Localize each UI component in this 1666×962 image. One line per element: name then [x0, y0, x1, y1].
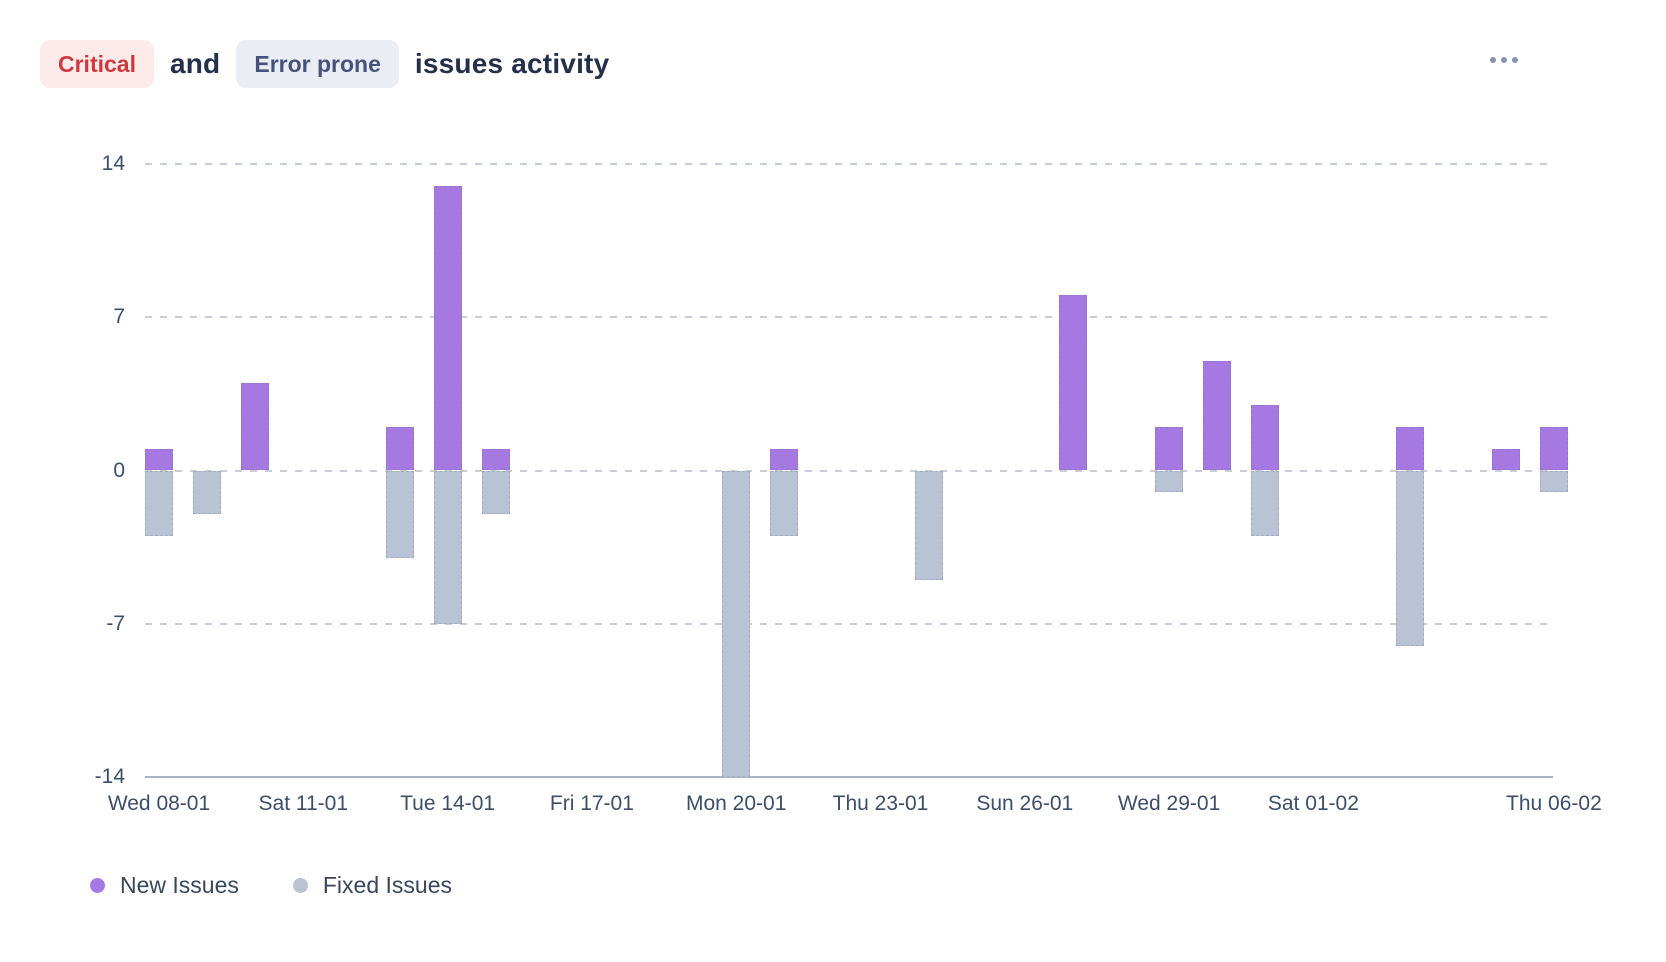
legend-label-new-issues: New Issues [120, 872, 239, 898]
bar-new-issues[interactable] [1058, 295, 1087, 471]
title-connector: and [169, 48, 221, 79]
bar-fixed-issues[interactable] [433, 470, 462, 624]
chart-legend: New Issues Fixed Issues [90, 872, 452, 899]
y-axis-tick-7: 7 [113, 305, 125, 329]
x-axis-tick-mon-20-01: Mon 20-01 [685, 792, 787, 815]
bar-new-issues[interactable] [1251, 404, 1280, 471]
title-suffix: issues activity [414, 48, 610, 79]
bar-fixed-issues[interactable] [385, 470, 414, 559]
bar-new-issues[interactable] [433, 185, 462, 471]
bar-new-issues[interactable] [385, 426, 414, 471]
bar-fixed-issues[interactable] [1539, 470, 1568, 493]
x-axis-tick-wed-08-01: Wed 08-01 [107, 792, 211, 815]
x-axis-tick-tue-14-01: Tue 14-01 [400, 792, 496, 815]
error-prone-category-badge: Error prone [236, 40, 399, 88]
x-axis-tick-sat-11-01: Sat 11-01 [258, 792, 349, 815]
new-issues-dot-icon [90, 878, 105, 893]
x-axis-tick-thu-23-01: Thu 23-01 [832, 792, 929, 815]
bar-fixed-issues[interactable] [722, 470, 751, 777]
bar-fixed-issues[interactable] [770, 470, 799, 537]
chart-title: Critical and Error prone issues activity [40, 38, 609, 90]
bar-new-issues[interactable] [770, 448, 799, 471]
bar-fixed-issues[interactable] [1155, 470, 1184, 493]
legend-item-fixed-issues[interactable]: Fixed Issues [292, 872, 452, 899]
legend-item-new-issues[interactable]: New Issues [90, 872, 239, 899]
x-axis-tick-fri-17-01: Fri 17-01 [549, 792, 634, 815]
bar-new-issues[interactable] [241, 382, 270, 471]
gridline-14 [145, 163, 1553, 165]
bar-fixed-issues[interactable] [1251, 470, 1280, 537]
x-axis-tick-sat-01-02: Sat 01-02 [1267, 792, 1359, 815]
bar-fixed-issues[interactable] [193, 470, 222, 515]
y-axis-tick-14: 14 [101, 152, 125, 175]
x-axis-tick-thu-06-02: Thu 06-02 [1506, 792, 1602, 815]
bar-new-issues[interactable] [1539, 426, 1568, 471]
bar-fixed-issues[interactable] [145, 470, 173, 537]
more-options-button[interactable] [1478, 44, 1530, 76]
gridline--7 [145, 622, 1553, 625]
critical-severity-badge: Critical [40, 40, 154, 88]
bar-new-issues[interactable] [1155, 426, 1184, 471]
ellipsis-horizontal-icon [1490, 57, 1518, 63]
x-axis-tick-sun-26-01: Sun 26-01 [976, 792, 1074, 815]
bar-new-issues[interactable] [1395, 426, 1424, 471]
legend-label-fixed-issues: Fixed Issues [322, 872, 452, 898]
gridline-0 [145, 469, 1553, 472]
x-axis-line [145, 776, 1553, 778]
bar-fixed-issues[interactable] [481, 470, 510, 515]
gridline-7 [145, 316, 1553, 319]
y-axis-tick-0: 0 [113, 458, 125, 482]
bar-fixed-issues[interactable] [1395, 470, 1424, 646]
bar-new-issues[interactable] [145, 448, 173, 471]
bar-new-issues[interactable] [481, 448, 510, 471]
fixed-issues-dot-icon [292, 878, 308, 893]
bar-new-issues[interactable] [1203, 361, 1232, 471]
x-axis-tick-wed-29-01: Wed 29-01 [1117, 792, 1221, 815]
y-axis-tick--14: -14 [94, 765, 125, 788]
bar-fixed-issues[interactable] [914, 470, 943, 580]
bar-new-issues[interactable] [1491, 448, 1520, 471]
y-axis-tick--7: -7 [106, 611, 125, 635]
